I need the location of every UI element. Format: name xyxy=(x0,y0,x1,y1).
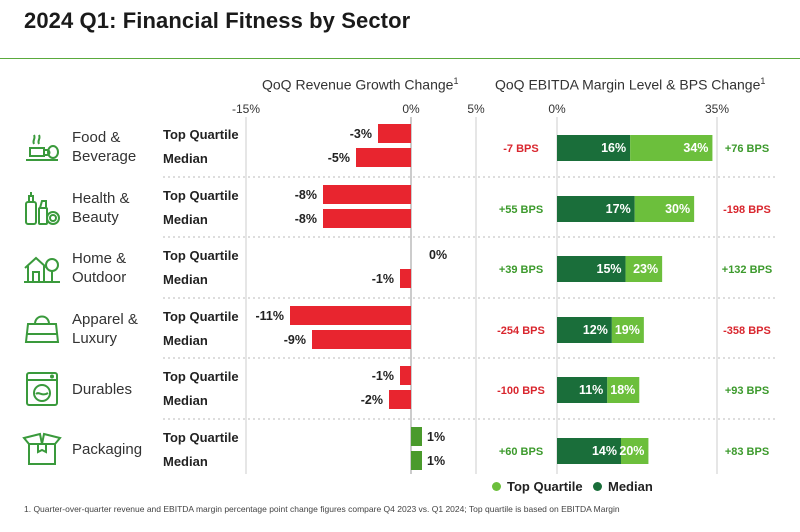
rev-value-label: -1% xyxy=(372,369,394,383)
ebitda-top-quartile-bar xyxy=(630,135,713,161)
ebitda-median-label: 15% xyxy=(597,262,622,276)
ebitda-median-bar xyxy=(557,135,631,161)
rev-value-label: -2% xyxy=(361,393,383,407)
revenue-header: QoQ Revenue Growth Change1 xyxy=(262,76,459,93)
ebitda-median-bar xyxy=(557,196,635,222)
legend-median-swatch xyxy=(593,482,602,492)
row-label-top-quartile: Top Quartile xyxy=(163,188,239,203)
ebitda-top-quartile-bar xyxy=(625,256,663,282)
rev-bar xyxy=(323,185,411,204)
median-bps-label: +55 BPS xyxy=(499,204,543,216)
legend-top-quartile-swatch xyxy=(492,482,501,492)
rev-value-label: -8% xyxy=(295,188,317,202)
sector-home-outdoor: Home & Outdoor xyxy=(72,250,127,286)
ebitda-median-label: 12% xyxy=(583,323,608,337)
sector-durables: Durables xyxy=(72,381,133,398)
sector-food-beverage: Food & Beverage xyxy=(72,129,137,165)
row-label-median: Median xyxy=(163,272,208,287)
rev-bar xyxy=(411,451,422,470)
top-quartile-bps-label: +93 BPS xyxy=(725,385,769,397)
legend-top-quartile: Top Quartile xyxy=(492,479,583,494)
sector-apparel-luxury: Apparel & Luxury xyxy=(72,311,138,347)
rev-tick-min: -15% xyxy=(231,102,261,116)
rev-value-label: 1% xyxy=(427,430,445,444)
ebitda-top-quartile-label: 18% xyxy=(610,383,635,397)
ebitda-median-bar xyxy=(557,256,626,282)
ebitda-top-quartile-label: 23% xyxy=(633,262,658,276)
packaging-icon xyxy=(22,432,62,465)
sector-health-beauty: Health & Beauty xyxy=(72,190,130,226)
sector-packaging: Packaging xyxy=(72,441,143,458)
row-label-median: Median xyxy=(163,151,208,166)
row-label-median: Median xyxy=(163,333,208,348)
ebitda-median-label: 14% xyxy=(592,444,617,458)
row-label-median: Median xyxy=(163,212,208,227)
row-label-median: Median xyxy=(163,454,208,469)
page-title: 2024 Q1: Financial Fitness by Sector xyxy=(24,8,411,33)
ebitda-median-label: 11% xyxy=(579,383,603,397)
durables-icon xyxy=(26,372,58,406)
top-quartile-bps-label: -358 BPS xyxy=(723,325,771,337)
rev-bar xyxy=(400,269,411,288)
footnote: 1. Quarter-over-quarter revenue and EBIT… xyxy=(24,504,620,514)
ebitda-tick-min: 0% xyxy=(548,102,566,116)
top-quartile-bps-label: -198 BPS xyxy=(723,204,771,216)
rev-value-label: -9% xyxy=(284,333,306,347)
rev-bar xyxy=(389,390,411,409)
health-beauty-icon xyxy=(25,192,60,225)
row-label-top-quartile: Top Quartile xyxy=(163,430,239,445)
food-beverage-icon xyxy=(26,134,59,161)
ebitda-top-quartile-bar xyxy=(607,377,640,403)
rev-bar xyxy=(356,148,411,167)
row-label-top-quartile: Top Quartile xyxy=(163,127,239,142)
top-quartile-bps-label: +132 BPS xyxy=(722,264,772,276)
apparel-luxury-icon xyxy=(24,315,60,343)
ebitda-top-quartile-label: 20% xyxy=(619,444,644,458)
median-bps-label: -100 BPS xyxy=(497,385,545,397)
median-bps-label: +39 BPS xyxy=(499,264,543,276)
ebitda-tick-max: 35% xyxy=(704,102,730,116)
rev-bar xyxy=(400,366,411,385)
row-label-top-quartile: Top Quartile xyxy=(163,309,239,324)
top-quartile-bps-label: +83 BPS xyxy=(725,446,769,458)
rev-bar xyxy=(378,124,411,143)
title-divider xyxy=(0,58,800,59)
ebitda-top-quartile-label: 30% xyxy=(665,202,690,216)
rev-tick-max: 5% xyxy=(467,102,485,116)
row-label-top-quartile: Top Quartile xyxy=(163,248,239,263)
legend-median: Median xyxy=(593,479,653,494)
ebitda-top-quartile-label: 34% xyxy=(683,141,708,155)
rev-value-label: -8% xyxy=(295,212,317,226)
ebitda-top-quartile-label: 19% xyxy=(615,323,640,337)
rev-bar xyxy=(323,209,411,228)
median-bps-label: -254 BPS xyxy=(497,325,545,337)
home-outdoor-icon xyxy=(24,256,60,283)
rev-value-label: -3% xyxy=(350,127,372,141)
top-quartile-bps-label: +76 BPS xyxy=(725,143,769,155)
row-label-median: Median xyxy=(163,393,208,408)
ebitda-top-quartile-bar xyxy=(611,317,644,343)
ebitda-median-label: 17% xyxy=(606,202,631,216)
median-bps-label: +60 BPS xyxy=(499,446,543,458)
ebitda-median-bar xyxy=(557,377,608,403)
ebitda-top-quartile-bar xyxy=(621,438,649,464)
rev-bar xyxy=(411,427,422,446)
ebitda-median-bar xyxy=(557,438,621,464)
row-label-top-quartile: Top Quartile xyxy=(163,369,239,384)
rev-value-label: 0% xyxy=(429,248,447,262)
rev-value-label: 1% xyxy=(427,454,445,468)
rev-bar xyxy=(290,306,411,325)
rev-value-label: -11% xyxy=(256,309,285,323)
rev-bar xyxy=(312,330,411,349)
ebitda-top-quartile-bar xyxy=(634,196,695,222)
rev-value-label: -5% xyxy=(328,151,350,165)
ebitda-median-label: 16% xyxy=(601,141,626,155)
ebitda-median-bar xyxy=(557,317,612,343)
ebitda-header: QoQ EBITDA Margin Level & BPS Change1 xyxy=(495,76,766,93)
rev-value-label: -1% xyxy=(372,272,394,286)
median-bps-label: -7 BPS xyxy=(503,143,538,155)
rev-tick-zero: 0% xyxy=(402,102,420,116)
